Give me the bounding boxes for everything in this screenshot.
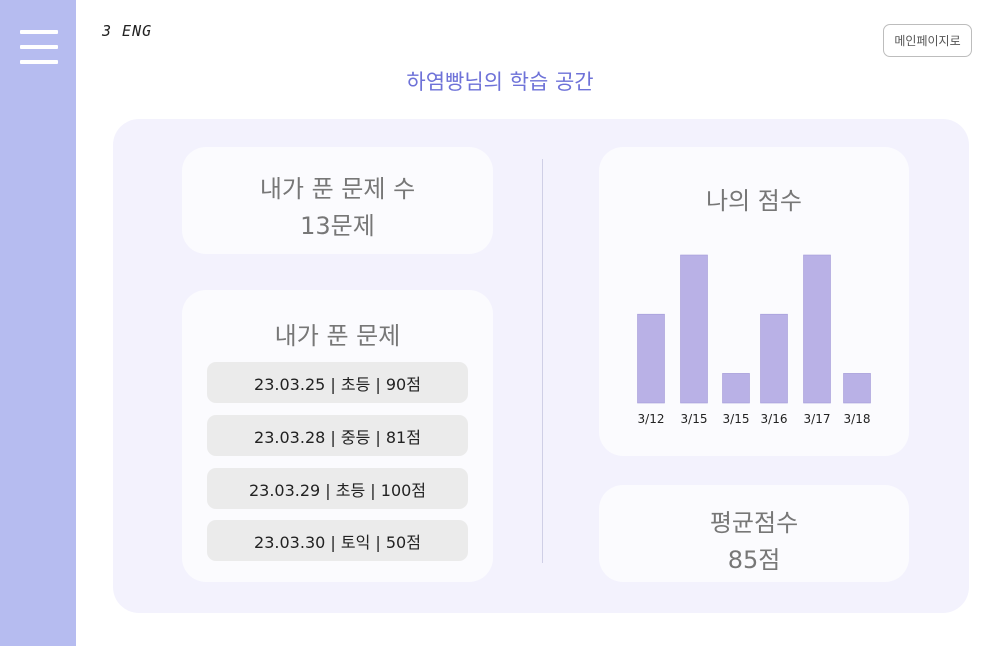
average-score-title: 평균점수 <box>709 509 799 537</box>
divider <box>542 159 543 563</box>
score-bar <box>680 254 708 404</box>
logo: 3 ENG <box>102 22 153 40</box>
score-bar-label: 3/12 <box>638 412 665 426</box>
solved-list-title: 내가 푼 문제 <box>274 322 401 350</box>
solved-record-item[interactable]: 23.03.30 | 토익 | 50점 <box>207 520 468 561</box>
score-bar-label: 3/15 <box>723 412 750 426</box>
average-score-card: 평균점수 85점 <box>599 485 909 582</box>
score-bar <box>843 373 871 404</box>
page-title: 하염빵님의 학습 공간 <box>406 70 594 94</box>
score-bar-label: 3/17 <box>804 412 831 426</box>
score-bar <box>760 313 788 404</box>
solved-count-card: 내가 푼 문제 수 13문제 <box>182 147 493 254</box>
main-page-button[interactable]: 메인페이지로 <box>883 24 972 57</box>
average-score-value: 85점 <box>727 546 781 574</box>
solved-record-item[interactable]: 23.03.25 | 초등 | 90점 <box>207 362 468 403</box>
score-bar-label: 3/15 <box>681 412 708 426</box>
score-bar <box>722 373 750 404</box>
score-chart-card: 나의 점수 <box>599 147 909 456</box>
score-bar <box>637 313 665 404</box>
sidebar <box>0 0 76 646</box>
menu-icon[interactable] <box>20 30 58 66</box>
score-chart-title: 나의 점수 <box>706 187 802 215</box>
solved-count-value: 13문제 <box>300 212 375 240</box>
score-bar-label: 3/18 <box>844 412 871 426</box>
score-bar-chart: 3/12 3/15 3/15 3/16 3/17 3/18 <box>637 254 871 426</box>
score-bar <box>803 254 831 404</box>
solved-record-item[interactable]: 23.03.28 | 중등 | 81점 <box>207 415 468 456</box>
score-bar-label: 3/16 <box>761 412 788 426</box>
solved-count-title: 내가 푼 문제 수 <box>259 175 416 203</box>
solved-record-item[interactable]: 23.03.29 | 초등 | 100점 <box>207 468 468 509</box>
